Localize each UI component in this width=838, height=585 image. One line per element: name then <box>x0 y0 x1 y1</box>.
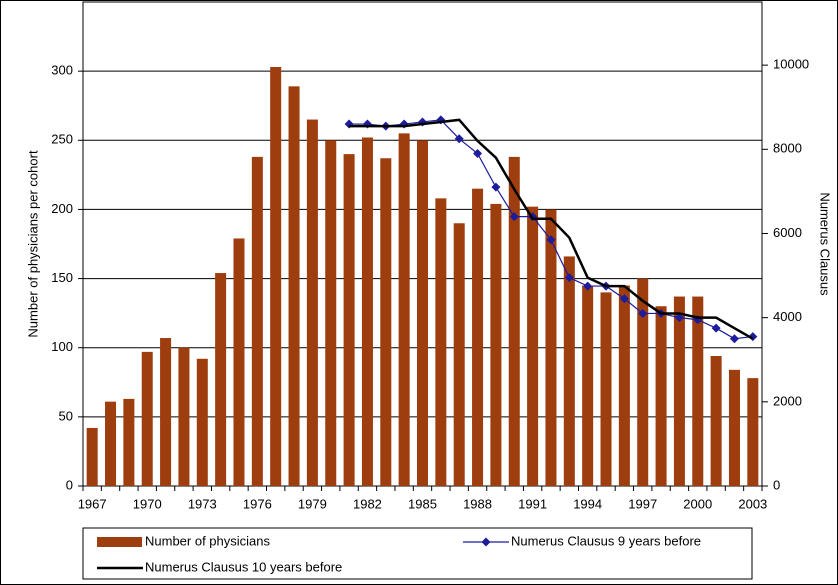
x-tick-label: 1970 <box>133 496 162 511</box>
bar <box>325 140 337 487</box>
legend-swatch <box>97 537 142 547</box>
bar <box>215 273 227 486</box>
bar <box>398 133 410 486</box>
x-tick-label: 1976 <box>243 496 272 511</box>
bar <box>747 378 759 486</box>
bar <box>692 296 704 486</box>
y-tick-label: 300 <box>51 63 73 78</box>
marker <box>674 313 684 323</box>
bar <box>655 306 667 486</box>
bar <box>508 156 520 486</box>
y-tick-label: 50 <box>59 408 73 423</box>
x-tick-label: 1985 <box>408 496 437 511</box>
y2-tick-label: 4000 <box>773 309 802 324</box>
x-tick-label: 1988 <box>463 496 492 511</box>
y-tick-label: 200 <box>51 201 73 216</box>
legend-label: Numerus Clausus 9 years before <box>511 533 701 548</box>
marker <box>546 235 556 245</box>
legend-label: Number of physicians <box>145 533 270 548</box>
x-tick-label: 1979 <box>298 496 327 511</box>
bar <box>618 285 630 486</box>
marker <box>729 334 739 344</box>
bar <box>288 86 300 487</box>
y2-axis-title: Numerus Clausus <box>818 192 833 296</box>
bar <box>563 256 575 486</box>
legend-marker <box>481 537 491 547</box>
bar <box>196 358 208 486</box>
bar <box>435 198 447 486</box>
x-tick-label: 1982 <box>353 496 382 511</box>
y-tick-label: 100 <box>51 339 73 354</box>
marker <box>619 294 629 304</box>
y2-tick-label: 8000 <box>773 141 802 156</box>
marker <box>491 182 501 192</box>
marker <box>473 149 483 159</box>
y-tick-label: 150 <box>51 270 73 285</box>
y2-tick-label: 2000 <box>773 393 802 408</box>
bar <box>160 338 172 486</box>
marker <box>638 308 648 318</box>
marker <box>564 273 574 283</box>
legend-box <box>82 527 753 580</box>
bar <box>86 427 98 486</box>
x-tick-label: 2000 <box>683 496 712 511</box>
marker <box>711 323 721 333</box>
bar <box>343 154 355 486</box>
y-axis-title: Number of physicians per cohort <box>25 150 40 338</box>
bar <box>637 278 649 486</box>
y2-tick-label: 0 <box>773 477 780 492</box>
bar <box>233 238 245 486</box>
bar <box>472 188 484 486</box>
bar <box>673 296 685 486</box>
bar <box>728 369 740 486</box>
bar <box>600 292 612 486</box>
bar <box>416 140 429 487</box>
bar <box>710 356 722 486</box>
y2-tick-label: 6000 <box>773 225 802 240</box>
y-tick-label: 0 <box>66 477 73 492</box>
bar <box>527 206 539 487</box>
line <box>349 118 754 340</box>
x-tick-label: 1991 <box>518 496 547 511</box>
x-tick-label: 1997 <box>628 496 657 511</box>
legend-label: Numerus Clausus 10 years before <box>145 559 342 574</box>
bar <box>270 66 282 486</box>
bar <box>582 285 594 486</box>
bar <box>251 156 263 486</box>
y2-tick-label: 10000 <box>773 57 809 72</box>
x-tick-label: 2003 <box>738 496 767 511</box>
bar <box>380 158 392 486</box>
bar <box>545 209 557 486</box>
bar <box>453 223 465 486</box>
x-tick-label: 1994 <box>573 496 602 511</box>
bar <box>105 401 117 486</box>
bar <box>178 347 190 486</box>
bar <box>141 351 153 486</box>
y-tick-label: 250 <box>51 132 73 147</box>
marker <box>454 134 464 144</box>
bar <box>306 119 318 487</box>
marker <box>509 212 519 222</box>
x-tick-label: 1967 <box>78 496 107 511</box>
marker <box>583 281 593 291</box>
bar <box>361 137 373 486</box>
bar <box>123 398 135 486</box>
bar <box>490 203 502 486</box>
x-tick-label: 1973 <box>188 496 217 511</box>
